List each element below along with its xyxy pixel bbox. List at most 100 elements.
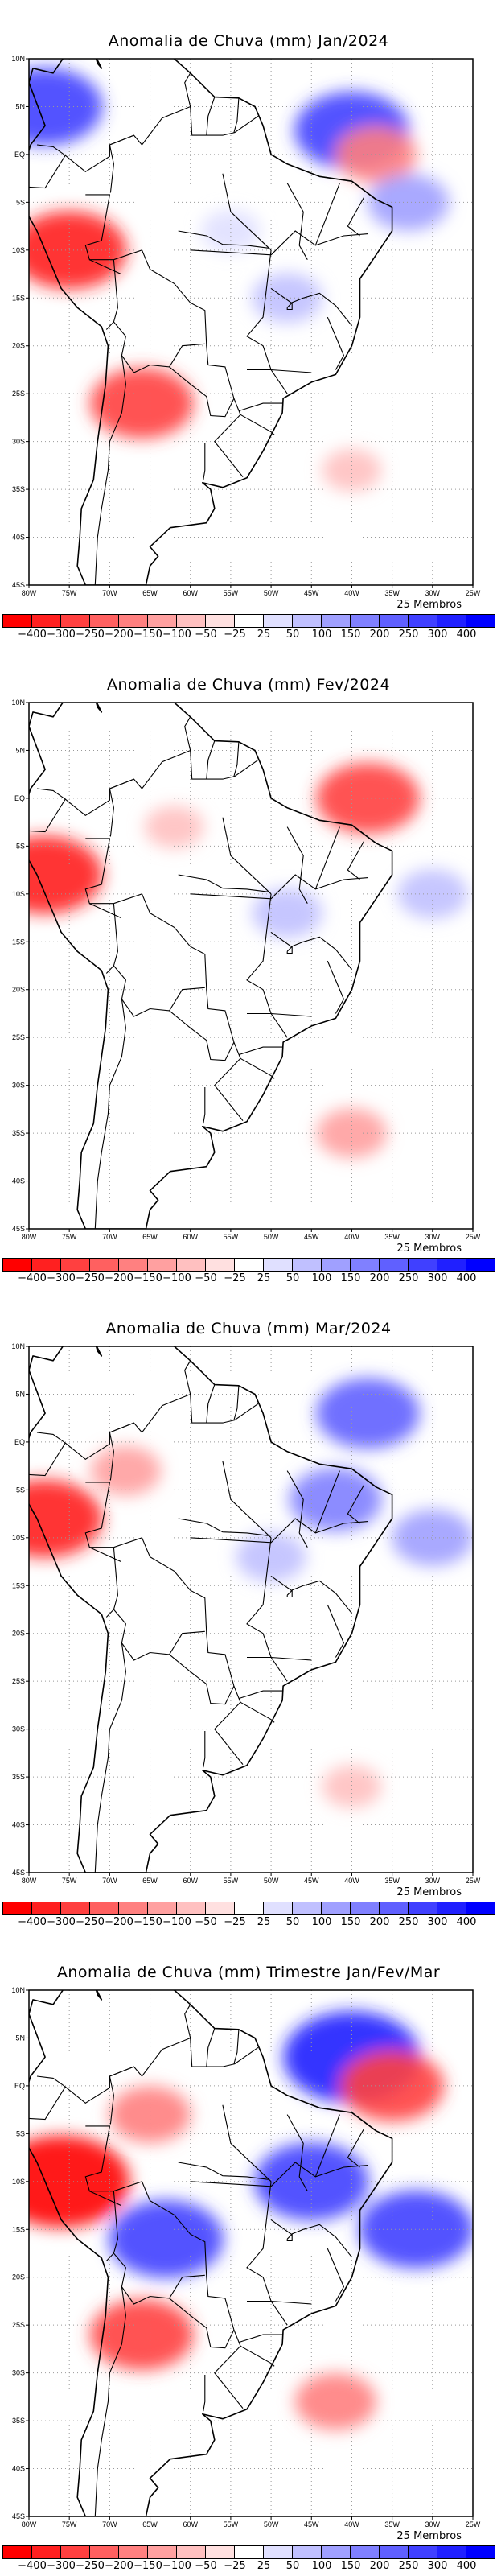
anomaly-region (109, 2086, 191, 2143)
colorbar-swatch (177, 2546, 206, 2558)
colorbar-swatch (380, 1259, 409, 1271)
colorbar-swatch (206, 615, 235, 627)
colorbar-swatch (148, 615, 177, 627)
country-border (169, 366, 235, 418)
colorbar-swatch (3, 1902, 32, 1914)
country-border (169, 1010, 235, 1061)
country-border (270, 287, 304, 303)
panel-title: Anomalia de Chuva (mm) Fev/2024 (106, 676, 391, 694)
lon-tick-label: 65W (142, 2520, 158, 2529)
country-border (238, 402, 283, 412)
lon-tick-label: 70W (102, 1877, 117, 1885)
country-border (286, 826, 308, 904)
country-border (238, 2334, 283, 2343)
anomaly-field (29, 2011, 473, 2430)
colorbar-swatch (235, 1902, 264, 1914)
country-border (286, 1589, 293, 1598)
country-border (84, 1482, 114, 1548)
colorbar-label: 150 (340, 629, 361, 641)
country-border (314, 183, 340, 246)
colorbar-swatch (119, 2546, 148, 2558)
colorbar-swatch (61, 2546, 90, 2558)
anomaly-region (252, 888, 322, 938)
lat-tick-label: 35S (12, 1773, 25, 1781)
colorbar-swatch (3, 1259, 32, 1271)
lat-tick-label: 5N (15, 1390, 25, 1398)
country-border (169, 1654, 235, 1705)
colorbar-label: 200 (369, 1916, 390, 1928)
lon-tick-label: 25W (466, 1233, 481, 1241)
country-border (105, 259, 118, 330)
colorbar-swatch (466, 1259, 495, 1271)
country-border (206, 1384, 216, 1424)
anomaly-region (201, 209, 261, 253)
country-border (270, 2219, 304, 2235)
lat-tick-label: 30S (12, 1082, 25, 1090)
colorbar-swatch (177, 615, 206, 627)
colorbar-label: −300 (47, 1272, 76, 1284)
lat-tick-label: 20S (12, 342, 25, 350)
colorbar-swatch (380, 2546, 409, 2558)
country-border (105, 2191, 118, 2261)
lat-tick-label: 5S (16, 1486, 25, 1494)
colorbar-label: 25 (257, 1272, 271, 1284)
lat-tick-label: 10N (11, 699, 25, 707)
colorbar-label: 400 (456, 2560, 477, 2572)
lat-tick-label: 25S (12, 2321, 25, 2329)
colorbar-label: −200 (105, 629, 133, 641)
country-border (64, 134, 134, 172)
country-border (286, 2114, 308, 2191)
colorbar-label: 300 (427, 1916, 448, 1928)
lon-tick-label: 25W (466, 2520, 481, 2529)
lat-tick-label: 10N (11, 1986, 25, 1994)
lon-tick-label: 80W (22, 1233, 37, 1241)
members-label: 25 Membros (396, 2530, 462, 2542)
anomaly-region (236, 1531, 306, 1582)
anomaly-region (322, 448, 382, 492)
colorbar-labels: −400 −300 −250 −200 −150 −100 −50 −25 25 50 100 150… (0, 1272, 497, 1288)
colorbar-label: −250 (76, 629, 105, 641)
colorbar-labels: −400 −300 −250 −200 −150 −100 −50 −25 25 50 100 150… (0, 2560, 497, 2576)
lon-tick-label: 65W (142, 589, 158, 597)
lon-tick-label: 55W (224, 1233, 239, 1241)
lat-tick-label: 35S (12, 1129, 25, 1137)
lat-tick-label: 10S (12, 1534, 25, 1542)
lat-tick-label: 45S (12, 581, 25, 589)
lon-tick-label: 40W (344, 1233, 359, 1241)
country-border (94, 1642, 126, 1873)
country-border (240, 1057, 275, 1079)
country-border (347, 841, 364, 880)
country-border (238, 1046, 283, 1056)
country-border (178, 230, 270, 249)
panel-title: Anomalia de Chuva (mm) Jan/2024 (108, 32, 389, 50)
colorbar-label: 300 (427, 1272, 448, 1284)
lat-tick-label: 5S (16, 2129, 25, 2137)
colorbar-label: 50 (285, 1272, 300, 1284)
colorbar-label: 50 (285, 629, 300, 641)
country-border (190, 230, 368, 256)
colorbar-label: −400 (18, 1272, 47, 1284)
colorbar-swatch (148, 2546, 177, 2558)
lon-tick-label: 30W (425, 589, 441, 597)
colorbar-swatch (148, 1259, 177, 1271)
colorbar-label: −400 (18, 629, 47, 641)
map-frame (28, 702, 474, 1230)
colorbar-label: −300 (47, 2560, 76, 2572)
map-frame (28, 1346, 474, 1873)
lon-tick-label: 40W (344, 2520, 359, 2529)
country-border (203, 1087, 206, 1124)
colorbar-swatch (264, 1902, 293, 1914)
colorbar-swatch (177, 1902, 206, 1914)
country-border (203, 443, 206, 480)
country-border (89, 903, 121, 919)
panel-title: Anomalia de Chuva (mm) Mar/2024 (105, 1320, 392, 1337)
colorbar-labels: −400 −300 −250 −200 −150 −100 −50 −25 25 50 100 150… (0, 629, 497, 645)
lon-tick-label: 30W (425, 1877, 441, 1885)
colorbar-label: 250 (398, 1916, 419, 1928)
colorbar-swatch (206, 2546, 235, 2558)
country-border (184, 72, 191, 107)
country-border (184, 1360, 191, 1395)
lat-tick-label: 15S (12, 1581, 25, 1589)
country-border (247, 369, 312, 373)
